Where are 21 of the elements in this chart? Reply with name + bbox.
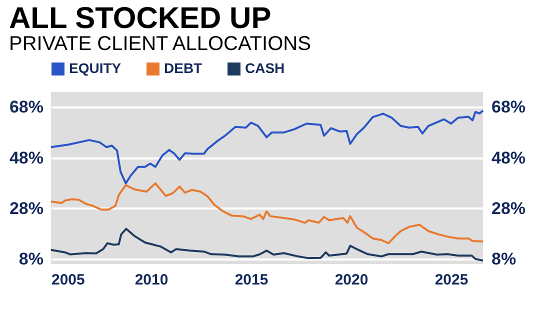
y-tick-label: 8% xyxy=(18,249,44,268)
chart-subtitle: PRIVATE CLIENT ALLOCATIONS xyxy=(8,33,311,55)
legend-label: CASH xyxy=(245,60,285,76)
legend-label: EQUITY xyxy=(69,60,122,76)
y2-tick-label: 68% xyxy=(492,98,526,117)
y-tick-label: 28% xyxy=(9,198,44,218)
x-tick-label: 2010 xyxy=(134,272,168,288)
x-tick-label: 2025 xyxy=(434,272,468,288)
chart-title: ALL STOCKED UP xyxy=(8,2,272,35)
y-tick-label: 48% xyxy=(9,148,44,168)
line-series xyxy=(50,228,484,262)
y2-tick-label: 28% xyxy=(492,198,526,218)
x-tick-label: 2005 xyxy=(52,272,85,288)
y-tick-label: 68% xyxy=(9,98,44,117)
line-series xyxy=(50,182,484,244)
x-tick-label: 2020 xyxy=(334,272,368,288)
x-tick-label: 2015 xyxy=(234,272,268,288)
y2-tick-label: 8% xyxy=(492,249,516,268)
line-series xyxy=(50,109,484,184)
legend-label: DEBT xyxy=(164,60,203,76)
y2-tick-label: 48% xyxy=(492,148,526,168)
